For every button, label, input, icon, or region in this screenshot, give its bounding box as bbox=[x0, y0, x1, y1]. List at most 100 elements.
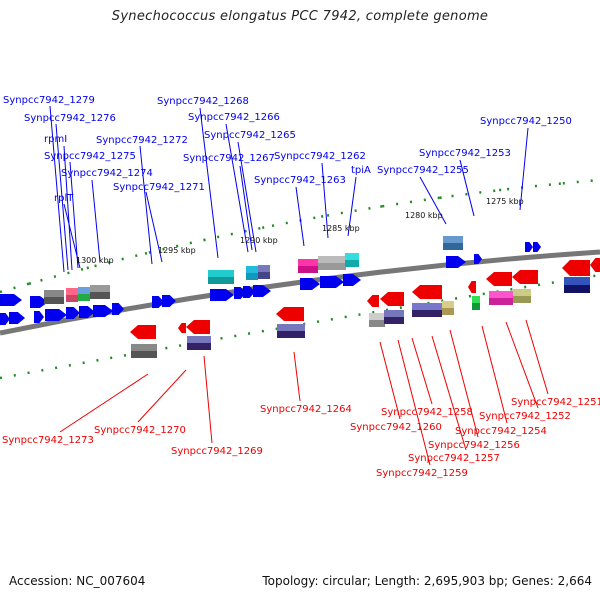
scale-label: 1300 kbp bbox=[76, 256, 114, 265]
forward-gene-arrow bbox=[66, 307, 80, 319]
label-leader-line bbox=[69, 161, 79, 269]
gene-box-shade bbox=[384, 317, 404, 324]
forward-gene-arrow bbox=[0, 294, 22, 306]
gene-box-shade bbox=[246, 273, 258, 280]
gene-label: Synpcc7942_1251 bbox=[511, 397, 600, 408]
outer-tick-ring bbox=[0, 178, 600, 294]
label-leader-line bbox=[55, 123, 69, 271]
accession-text: Accession: NC_007604 bbox=[9, 574, 146, 588]
label-leader-line bbox=[525, 319, 549, 395]
gene-label: rpmI bbox=[44, 134, 67, 145]
gene-label: Synpcc7942_1256 bbox=[428, 440, 520, 451]
gene-label: Synpcc7942_1252 bbox=[479, 411, 571, 422]
gene-box bbox=[44, 290, 64, 297]
reverse-gene-arrow bbox=[412, 285, 442, 299]
gene-box bbox=[66, 288, 78, 295]
scale-labels: 1300 kbp 1295 kbp 1290 kbp 1285 kbp 1280 kbp… bbox=[76, 197, 524, 265]
gene-box bbox=[345, 253, 359, 260]
gene-label: Synpcc7942_1266 bbox=[188, 112, 280, 123]
gene-box bbox=[208, 270, 234, 277]
gene-box-shade bbox=[298, 266, 318, 273]
forward-gene-arrow bbox=[320, 276, 344, 288]
gene-label: Synpcc7942_1270 bbox=[94, 425, 186, 436]
label-leader-line bbox=[449, 329, 479, 438]
label-leader-line bbox=[225, 123, 249, 253]
label-leader-line bbox=[239, 165, 253, 251]
reverse-gene-arrow bbox=[380, 292, 404, 306]
gene-box-shade bbox=[187, 343, 211, 350]
gene-label: Synpcc7942_1253 bbox=[419, 148, 511, 159]
forward-gene-arrow bbox=[112, 303, 124, 315]
gene-box-shade bbox=[472, 303, 480, 310]
label-leader-line bbox=[237, 141, 257, 253]
forward-gene-arrow bbox=[533, 242, 541, 252]
gene-label: Synpcc7942_1275 bbox=[44, 151, 136, 162]
label-leader-line bbox=[293, 351, 301, 402]
reverse-gene-arrow bbox=[590, 258, 600, 272]
gene-label: rplT bbox=[54, 193, 74, 204]
gene-box-shade bbox=[442, 308, 454, 315]
gene-label: Synpcc7942_1271 bbox=[113, 182, 205, 193]
gene-box-shade bbox=[78, 294, 90, 301]
gene-box-shade bbox=[131, 351, 157, 358]
reverse-gene-arrow bbox=[178, 323, 186, 333]
gene-box bbox=[564, 277, 590, 285]
gene-label: Synpcc7942_1274 bbox=[61, 168, 153, 179]
gene-features bbox=[0, 236, 600, 358]
gene-box bbox=[131, 344, 157, 351]
forward-gene-arrow bbox=[0, 313, 10, 325]
gene-label: Synpcc7942_1272 bbox=[96, 135, 188, 146]
label-leader-lines bbox=[49, 105, 549, 466]
gene-label: Synpcc7942_1269 bbox=[171, 446, 263, 457]
label-leader-line bbox=[63, 145, 73, 271]
forward-gene-arrow bbox=[446, 256, 466, 268]
forward-gene-arrow bbox=[210, 289, 234, 301]
gene-label: Synpcc7942_1276 bbox=[24, 113, 116, 124]
gene-label: Synpcc7942_1259 bbox=[376, 468, 468, 479]
scale-label: 1290 kbp bbox=[240, 236, 278, 245]
gene-box-shade bbox=[345, 260, 359, 267]
reverse-gene-arrow bbox=[562, 260, 590, 276]
scale-label: 1275 kbp bbox=[486, 197, 524, 206]
gene-box bbox=[318, 256, 346, 263]
gene-box bbox=[78, 287, 90, 294]
gene-box-shade bbox=[564, 285, 590, 293]
gene-label: Synpcc7942_1264 bbox=[260, 404, 352, 415]
scale-label: 1285 kbp bbox=[322, 224, 360, 233]
gene-label: Synpcc7942_1268 bbox=[157, 96, 249, 107]
gene-label: Synpcc7942_1265 bbox=[204, 130, 296, 141]
gene-box-shade bbox=[258, 272, 270, 279]
gene-box bbox=[513, 289, 531, 296]
gene-box bbox=[443, 236, 463, 243]
gene-box bbox=[384, 310, 404, 317]
gene-box-shade bbox=[66, 295, 78, 302]
forward-gene-arrow bbox=[474, 254, 482, 264]
gene-box-shade bbox=[443, 243, 463, 250]
gene-box bbox=[258, 265, 270, 272]
forward-gene-arrow bbox=[243, 286, 255, 298]
map-title: Synechococcus elongatus PCC 7942, comple… bbox=[111, 9, 489, 24]
gene-label: Synpcc7942_1279 bbox=[3, 95, 95, 106]
gene-box bbox=[187, 336, 211, 343]
gene-box bbox=[277, 324, 305, 331]
gene-box-shade bbox=[44, 297, 64, 304]
label-leader-line bbox=[459, 159, 475, 217]
gene-box-shade bbox=[369, 320, 385, 327]
gene-box-shade bbox=[90, 292, 110, 299]
forward-gene-arrow bbox=[525, 242, 533, 252]
gene-label: Synpcc7942_1254 bbox=[455, 426, 547, 437]
label-leader-line bbox=[419, 176, 447, 225]
label-leader-line bbox=[137, 369, 187, 423]
label-leader-line bbox=[411, 337, 433, 405]
reverse-gene-arrow bbox=[512, 270, 538, 284]
label-leader-line bbox=[379, 341, 401, 420]
gene-box bbox=[298, 259, 318, 266]
gene-box bbox=[472, 296, 480, 303]
label-leader-line bbox=[321, 162, 329, 239]
reverse-gene-arrow bbox=[486, 272, 512, 286]
label-leader-line bbox=[295, 186, 305, 247]
scale-label: 1295 kbp bbox=[158, 246, 196, 255]
gene-box bbox=[369, 313, 385, 320]
label-leader-line bbox=[481, 325, 508, 424]
